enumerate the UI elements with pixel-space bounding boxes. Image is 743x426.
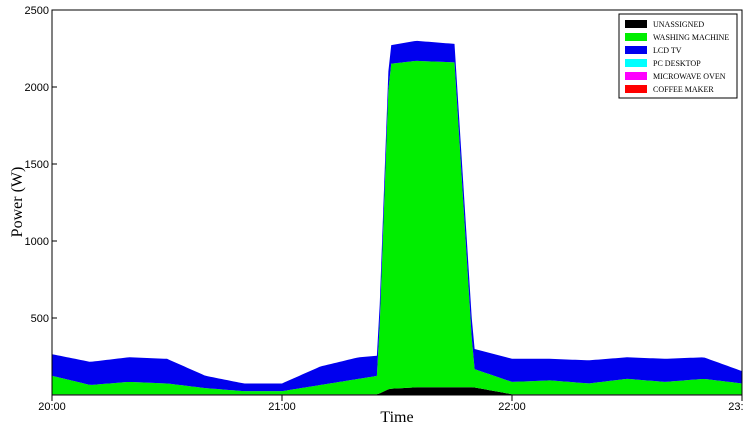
x-tick-label: 22:00 xyxy=(498,401,526,413)
legend-swatch xyxy=(625,72,647,80)
x-tick-label: 21:00 xyxy=(268,401,296,413)
legend: UNASSIGNED WASHING MACHINE LCD TV PC DESKTO… xyxy=(618,13,738,99)
plot-frame xyxy=(51,9,743,396)
legend-swatch xyxy=(625,33,647,41)
legend-swatch xyxy=(625,85,647,93)
legend-label: COFFEE MAKER xyxy=(653,85,714,94)
y-axis: 500 1000 1500 2000 2500 xyxy=(25,5,57,325)
y-tick-label: 2500 xyxy=(25,5,49,17)
y-tick-label: 500 xyxy=(31,313,49,325)
legend-label: MICROWAVE OVEN xyxy=(653,72,726,81)
legend-label: PC DESKTOP xyxy=(653,59,701,68)
x-tick-label: 20:00 xyxy=(38,401,66,413)
legend-swatch xyxy=(625,59,647,67)
legend-swatch xyxy=(625,46,647,54)
y-tick-label: 1500 xyxy=(25,159,49,171)
legend-swatch xyxy=(625,20,647,28)
y-tick-label: 1000 xyxy=(25,236,49,248)
legend-label: UNASSIGNED xyxy=(653,20,704,29)
x-axis-title: Time xyxy=(380,409,413,426)
x-axis: 20:00 21:00 22:00 23:00 xyxy=(38,395,743,413)
series-area-unassigned xyxy=(52,387,742,395)
x-tick-label: 23:00 xyxy=(728,401,743,413)
y-tick-label: 2000 xyxy=(25,82,49,94)
y-axis-title: Power (W) xyxy=(9,167,26,238)
legend-label: WASHING MACHINE xyxy=(653,33,729,42)
series-area-washing-machine xyxy=(52,60,742,395)
plot-marks xyxy=(52,40,742,395)
legend-label: LCD TV xyxy=(653,46,682,55)
